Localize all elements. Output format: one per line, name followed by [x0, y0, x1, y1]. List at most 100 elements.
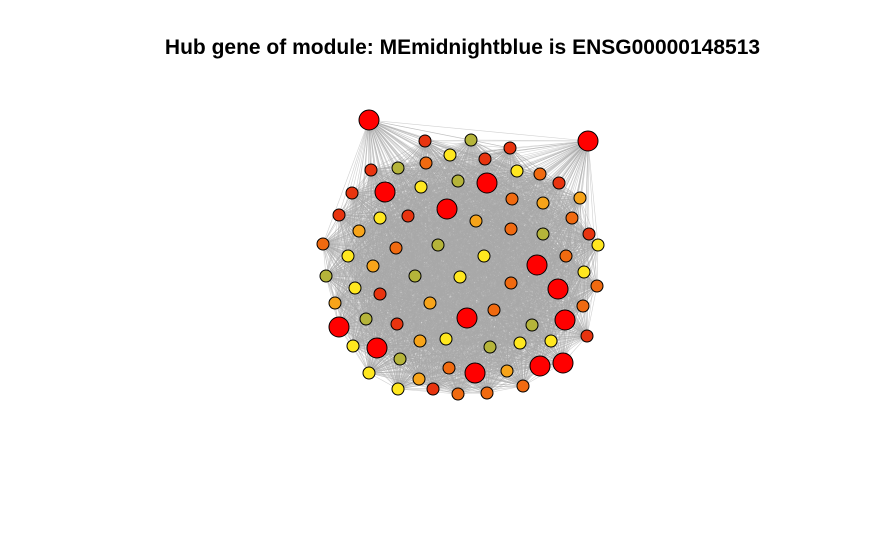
- network-edge: [322, 119, 370, 245]
- gene-node: [503, 141, 517, 155]
- gene-node: [443, 148, 457, 162]
- network-edge: [449, 154, 541, 175]
- gene-node: [393, 352, 407, 366]
- network-edge: [396, 323, 552, 342]
- network-edge: [565, 255, 588, 337]
- network-edge: [358, 230, 590, 235]
- network-edge: [368, 372, 524, 387]
- network-edge: [354, 282, 512, 289]
- network-edge: [510, 228, 590, 235]
- network-edge: [475, 217, 573, 222]
- gene-node: [442, 361, 456, 375]
- network-edge: [531, 324, 588, 337]
- network-edge: [449, 147, 511, 156]
- network-edge: [424, 139, 472, 142]
- network-edge: [429, 285, 598, 304]
- gene-node: [319, 269, 333, 283]
- network-edge: [429, 302, 447, 340]
- network-edge: [587, 140, 598, 287]
- gene-node: [504, 276, 518, 290]
- gene-node: [373, 211, 387, 225]
- network-edge: [370, 169, 488, 184]
- gene-node: [552, 176, 566, 190]
- network-edge: [368, 119, 518, 172]
- network-edge: [351, 180, 459, 194]
- hub-gene-node: [552, 352, 574, 374]
- gene-node: [391, 382, 405, 396]
- network-edge: [325, 264, 538, 277]
- network-edge: [354, 271, 585, 289]
- gene-node: [469, 214, 483, 228]
- hub-gene-node: [436, 198, 458, 220]
- gene-node: [505, 192, 519, 206]
- gene-node: [536, 227, 550, 241]
- gene-node: [389, 241, 403, 255]
- gene-node: [565, 211, 579, 225]
- network-edge: [397, 139, 472, 169]
- network-edge: [395, 220, 477, 249]
- network-edge: [399, 358, 524, 387]
- gene-node: [345, 186, 359, 200]
- network-edge: [354, 276, 461, 289]
- network-edge: [334, 302, 584, 307]
- gene-node: [426, 382, 440, 396]
- network-edge: [418, 378, 488, 394]
- gene-node: [464, 133, 478, 147]
- network-edge: [352, 323, 398, 347]
- gene-node: [364, 163, 378, 177]
- hub-gene-node: [526, 254, 548, 276]
- node-layer: [316, 109, 605, 401]
- network-edge: [457, 180, 544, 204]
- network-edge: [510, 271, 585, 284]
- gene-node: [453, 270, 467, 284]
- gene-node: [401, 209, 415, 223]
- gene-node: [525, 318, 539, 332]
- network-edge: [470, 139, 589, 142]
- network-edge: [325, 275, 354, 347]
- network-edge: [379, 293, 421, 342]
- network-edge: [358, 217, 573, 232]
- network-edge: [379, 293, 584, 307]
- gene-node: [483, 340, 497, 354]
- gene-node: [373, 287, 387, 301]
- gene-node: [418, 134, 432, 148]
- network-edge: [396, 323, 588, 337]
- network-edge: [338, 119, 370, 216]
- gene-node: [573, 191, 587, 205]
- network-edge: [352, 345, 420, 380]
- hub-gene-node: [374, 181, 396, 203]
- gene-node: [412, 372, 426, 386]
- network-edge: [354, 275, 416, 289]
- hub-gene-node: [328, 316, 350, 338]
- network-edge: [397, 372, 476, 390]
- gene-node: [580, 329, 594, 343]
- gene-node: [352, 224, 366, 238]
- gene-node: [500, 364, 514, 378]
- gene-node: [341, 249, 355, 263]
- network-edge: [432, 385, 524, 390]
- network-edge: [457, 370, 508, 395]
- network-edge: [368, 119, 589, 142]
- network-edge: [325, 265, 374, 277]
- network-edge: [379, 271, 585, 295]
- network-edge: [396, 323, 459, 395]
- hub-gene-node: [547, 278, 569, 300]
- network-edge: [368, 119, 541, 175]
- network-edge: [334, 302, 370, 374]
- gene-node: [544, 334, 558, 348]
- network-edge: [486, 362, 564, 394]
- network-edge: [418, 340, 552, 380]
- gene-node: [408, 269, 422, 283]
- network-edge: [334, 293, 381, 304]
- network-edge: [370, 140, 426, 171]
- gene-node: [591, 238, 605, 252]
- network-edge: [322, 169, 372, 245]
- hub-gene-node: [554, 309, 576, 331]
- gene-node: [316, 237, 330, 251]
- network-edge: [396, 317, 468, 325]
- hub-gene-node: [358, 109, 380, 131]
- network-edge: [334, 302, 566, 321]
- gene-node: [332, 208, 346, 222]
- network-edge: [379, 182, 488, 219]
- network-edge: [351, 119, 370, 194]
